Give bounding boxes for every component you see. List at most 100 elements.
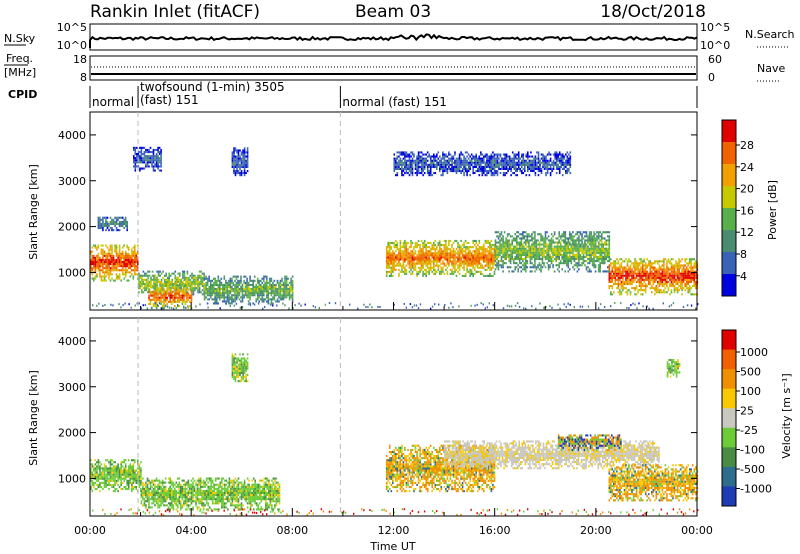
scatter-cell <box>602 255 604 258</box>
scatter-cell <box>428 163 430 166</box>
scatter-cell <box>200 278 202 281</box>
scatter-cell <box>647 274 650 277</box>
scatter-cell <box>131 258 133 261</box>
scatter-cell <box>599 235 601 238</box>
scatter-cell <box>183 307 185 310</box>
scatter-cell <box>469 264 471 267</box>
scatter-cell <box>531 239 533 242</box>
scatter-cell <box>252 279 254 282</box>
scatter-cell <box>246 157 249 160</box>
scatter-cell <box>505 237 507 240</box>
scatter-cell <box>514 163 517 166</box>
scatter-cell <box>464 165 467 168</box>
scatter-cell <box>449 239 452 242</box>
scatter-cell <box>495 153 497 156</box>
scatter-cell <box>290 294 292 297</box>
scatter-cell <box>646 266 648 269</box>
scatter-cell <box>647 280 650 283</box>
scatter-cell <box>156 280 158 283</box>
cpid-segment-label: normal <box>92 95 134 109</box>
scatter-cell <box>515 262 518 265</box>
scatter-cell <box>132 265 135 268</box>
scatter-cell <box>436 252 438 255</box>
scatter-cell <box>667 272 670 275</box>
scatter-cell <box>276 294 279 297</box>
scatter-cell <box>416 274 418 277</box>
scatter-cell <box>226 298 229 301</box>
scatter-cell <box>608 272 611 275</box>
scatter-cell <box>173 272 175 275</box>
scatter-cell <box>523 258 526 261</box>
scatter-cell <box>587 251 589 254</box>
scatter-cell <box>640 260 642 263</box>
scatter-cell <box>607 239 609 242</box>
scatter-cell <box>166 290 168 293</box>
scatter-cell <box>498 161 500 164</box>
scatter-cell <box>691 274 694 277</box>
scatter-cell <box>203 285 206 288</box>
scatter-cell <box>417 151 420 154</box>
scatter-cell <box>455 165 458 168</box>
scatter-cell <box>233 163 235 166</box>
scatter-cell <box>198 283 201 286</box>
scatter-cell <box>455 260 458 263</box>
scatter-cell <box>693 266 696 269</box>
scatter-cell <box>500 243 503 246</box>
scatter-cell <box>458 159 461 162</box>
scatter-cell <box>100 222 103 225</box>
scatter-cell <box>585 268 588 271</box>
scatter-cell <box>514 233 516 236</box>
scatter-cell <box>463 250 465 253</box>
scatter-cell <box>597 260 600 263</box>
scatter-cell <box>124 258 127 261</box>
scatter-cell <box>112 267 115 270</box>
scatter-cell <box>243 149 246 152</box>
scatter-cell <box>94 275 97 278</box>
scatter-cell <box>494 264 497 267</box>
scatter-cell <box>154 305 156 308</box>
scatter-cell <box>637 272 639 275</box>
scatter-cell <box>625 268 627 271</box>
scatter-cell <box>603 241 606 244</box>
scatter-cell <box>567 264 570 267</box>
scatter-cell <box>518 233 521 236</box>
scatter-cell <box>661 274 664 277</box>
scatter-cell <box>579 255 582 258</box>
scatter-cell <box>603 270 606 273</box>
scatter-cell <box>631 270 633 273</box>
scatter-cell <box>512 251 515 254</box>
scatter-cell <box>124 263 127 266</box>
scatter-cell <box>538 253 541 256</box>
scatter-cell <box>455 239 458 242</box>
scatter-cell <box>637 289 639 292</box>
scatter-cell <box>628 260 630 263</box>
scatter-cell <box>408 254 411 257</box>
scatter-cell <box>404 250 406 253</box>
scatter-cell <box>423 268 426 271</box>
scatter-cell <box>436 254 438 257</box>
scatter-cell <box>470 159 473 162</box>
scatter-cell <box>172 286 175 289</box>
scatter-cell <box>163 302 165 305</box>
scatter-cell <box>541 237 544 240</box>
scatter-cell <box>182 272 184 275</box>
scatter-cell <box>401 258 403 261</box>
scatter-cell <box>131 254 133 257</box>
scatter-cell <box>466 270 468 273</box>
scatter-cell <box>617 291 620 294</box>
scatter-cell <box>457 167 459 170</box>
scatter-cell <box>582 249 585 252</box>
scatter-cell <box>284 288 286 291</box>
scatter-cell <box>118 258 121 261</box>
scatter-cell <box>228 292 230 295</box>
scatter-cell <box>99 225 101 228</box>
scatter-cell <box>174 283 177 286</box>
scatter-cell <box>126 222 128 225</box>
scatter-cell <box>470 260 473 263</box>
scatter-cell <box>481 272 484 275</box>
scatter-cell <box>102 258 104 261</box>
scatter-cell <box>118 216 121 219</box>
scatter-cell <box>419 256 421 259</box>
scatter-cell <box>172 298 175 301</box>
scatter-cell <box>234 283 236 286</box>
